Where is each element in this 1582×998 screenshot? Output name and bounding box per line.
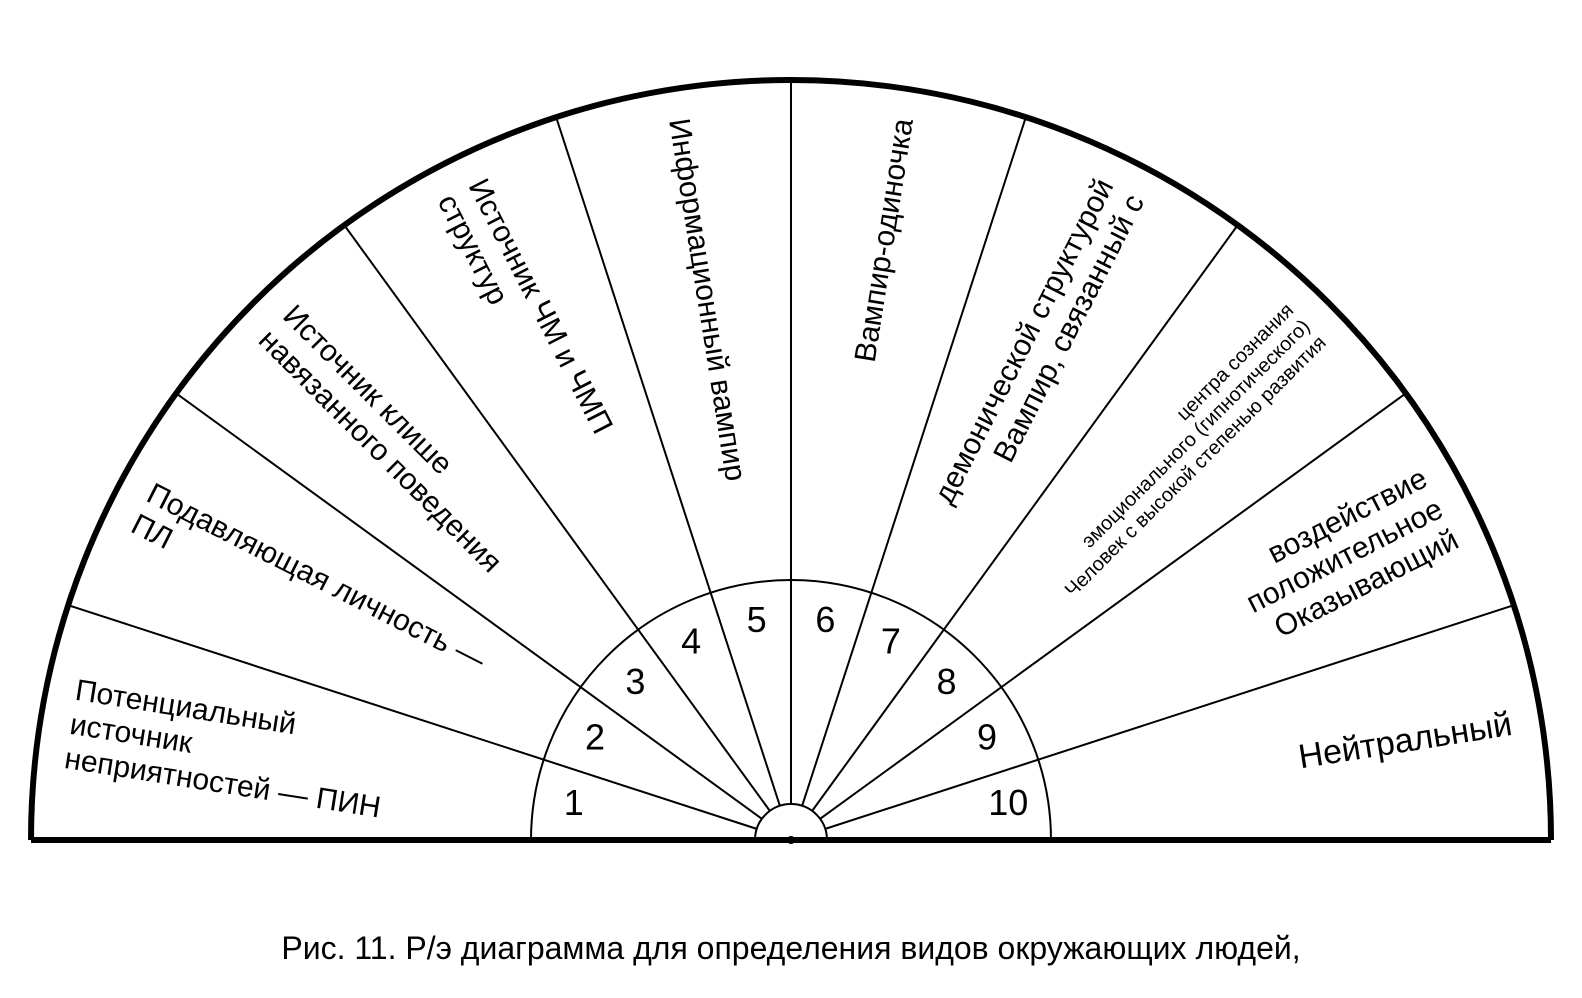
sector-label: Нейтральный [1296,705,1515,776]
sector-number: 2 [585,717,605,758]
sector-label: Источник клишенавязанного поведения [252,299,508,579]
sector-number: 6 [815,599,835,640]
sector-label: Информационный вампир [662,116,752,483]
figure-caption: Рис. 11. Р/э диаграмма для определения в… [0,930,1582,967]
sector-number: 8 [937,661,957,702]
svg-text:демонической структурой: демонической структурой [928,174,1121,510]
sector-number: 1 [564,782,584,823]
sector-number: 4 [681,620,701,661]
fan-diagram: 1234 5 6 789 10 Потенциальныйисточникнеприятн… [0,0,1582,998]
sector-label: Вампир-одиночка [849,116,920,364]
svg-text:неприятностей — ПИН: неприятностей — ПИН [62,742,383,825]
svg-text:Нейтральный: Нейтральный [1296,705,1515,776]
svg-text:эмоционального (гипнотического: эмоционального (гипнотического) [1078,316,1315,553]
sector-number: 5 [747,599,767,640]
sector-number: 9 [977,717,997,758]
sector-label: Потенциальныйисточникнеприятностей — ПИН [62,674,383,825]
svg-text:Информационный вампир: Информационный вампир [662,116,752,483]
sector-number: 10 [988,782,1028,823]
svg-text:Вампир-одиночка: Вампир-одиночка [849,116,920,364]
sector-label: Источник ЧМ и ЧМПструктур [431,174,619,440]
sector-number: 3 [625,661,645,702]
sector-number: 7 [881,620,901,661]
sector-label: Вампир, связанный сдемонической структур… [928,174,1151,510]
